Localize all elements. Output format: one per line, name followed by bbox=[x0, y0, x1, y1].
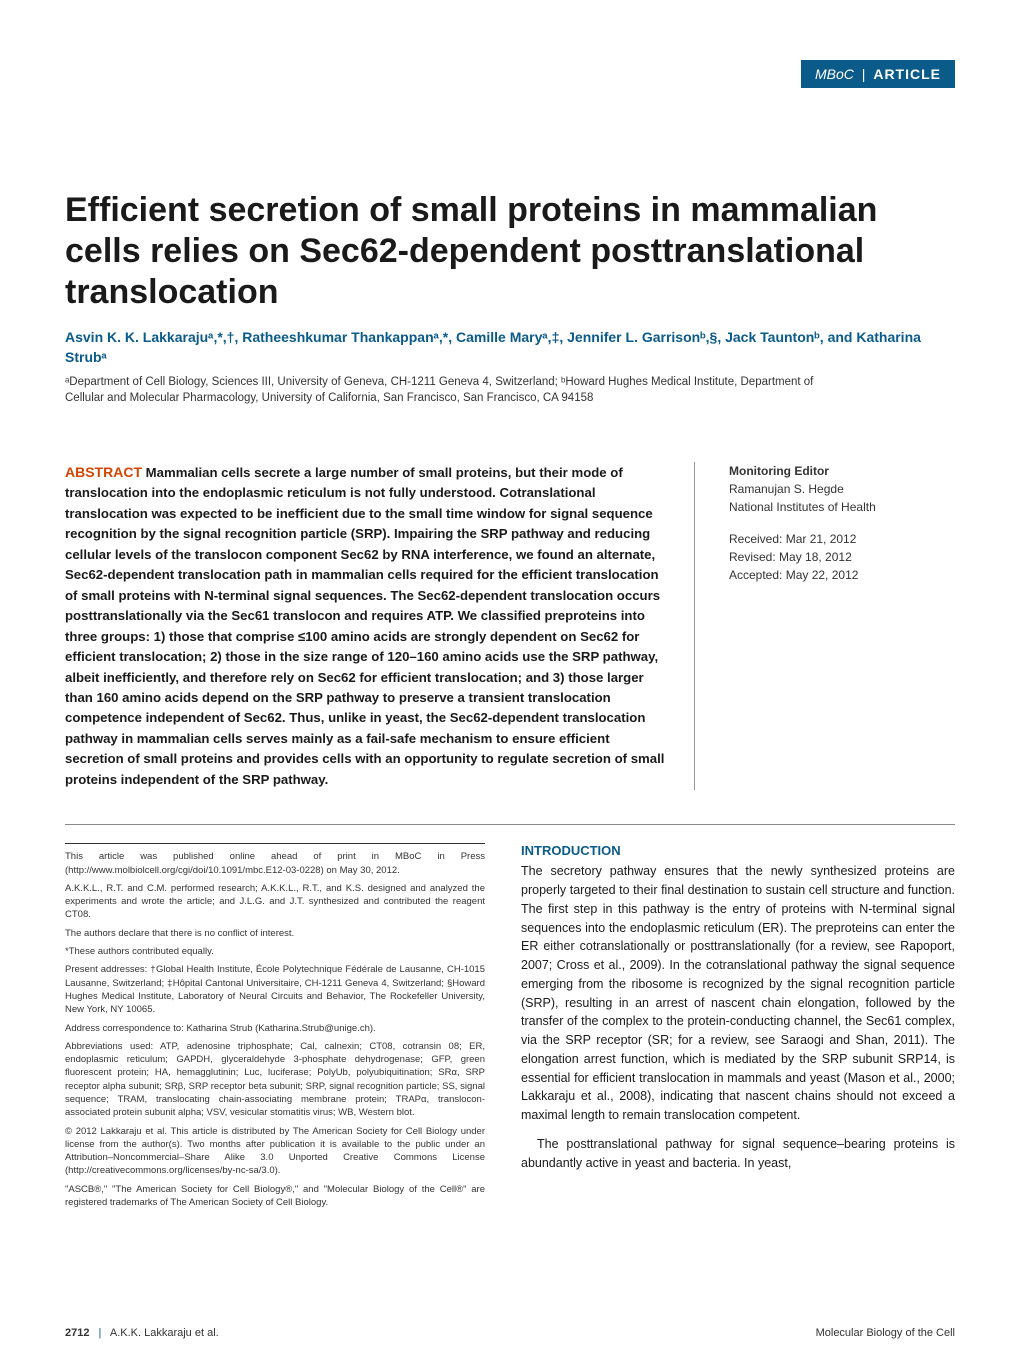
journal-header-bar: MBoC | ARTICLE bbox=[801, 60, 955, 88]
article-title: Efficient secretion of small proteins in… bbox=[65, 190, 955, 312]
author-list: Asvin K. K. Lakkarajuᵃ,*,†, Ratheeshkuma… bbox=[65, 328, 955, 367]
abstract-section: ABSTRACT Mammalian cells secrete a large… bbox=[65, 462, 955, 790]
footer-separator: | bbox=[99, 1327, 102, 1339]
date-revised: Revised: May 18, 2012 bbox=[729, 548, 955, 566]
section-rule bbox=[65, 824, 955, 825]
abstract-column: ABSTRACT Mammalian cells secrete a large… bbox=[65, 462, 695, 790]
footer-left: 2712 | A.K.K. Lakkaraju et al. bbox=[65, 1327, 219, 1339]
footnote-conflict: The authors declare that there is no con… bbox=[65, 927, 485, 940]
monitoring-editor-label: Monitoring Editor bbox=[729, 462, 955, 480]
footnote-addresses: Present addresses: †Global Health Instit… bbox=[65, 963, 485, 1016]
footer-right: Molecular Biology of the Cell bbox=[816, 1327, 955, 1339]
lower-columns: This article was published online ahead … bbox=[65, 843, 955, 1214]
intro-paragraph-1: The secretory pathway ensures that the n… bbox=[521, 862, 955, 1125]
footnote-abbreviations: Abbreviations used: ATP, adenosine triph… bbox=[65, 1040, 485, 1120]
date-received: Received: Mar 21, 2012 bbox=[729, 530, 955, 548]
introduction-heading: INTRODUCTION bbox=[521, 843, 955, 858]
article-page: MBoC | ARTICLE Efficient secretion of sm… bbox=[0, 0, 1020, 1244]
intro-paragraph-2: The posttranslational pathway for signal… bbox=[521, 1135, 955, 1173]
footnote-copyright: © 2012 Lakkaraju et al. This article is … bbox=[65, 1125, 485, 1178]
page-footer: 2712 | A.K.K. Lakkaraju et al. Molecular… bbox=[65, 1327, 955, 1339]
footnote-contributions: A.K.K.L., R.T. and C.M. performed resear… bbox=[65, 882, 485, 922]
page-number: 2712 bbox=[65, 1327, 89, 1339]
editor-affiliation: National Institutes of Health bbox=[729, 498, 955, 516]
author-affiliations: ᵃDepartment of Cell Biology, Sciences II… bbox=[65, 374, 845, 406]
abstract-label: ABSTRACT bbox=[65, 464, 142, 480]
introduction-column: INTRODUCTION The secretory pathway ensur… bbox=[521, 843, 955, 1214]
footnote-equal: *These authors contributed equally. bbox=[65, 945, 485, 958]
journal-name: MBoC bbox=[815, 66, 854, 82]
date-accepted: Accepted: May 22, 2012 bbox=[729, 566, 955, 584]
manuscript-dates: Received: Mar 21, 2012 Revised: May 18, … bbox=[729, 530, 955, 584]
editor-sidebar: Monitoring Editor Ramanujan S. Hegde Nat… bbox=[729, 462, 955, 790]
editor-name: Ramanujan S. Hegde bbox=[729, 480, 955, 498]
introduction-text: The secretory pathway ensures that the n… bbox=[521, 862, 955, 1172]
article-type-label: ARTICLE bbox=[873, 66, 941, 82]
footnote-publication: This article was published online ahead … bbox=[65, 850, 485, 877]
footnote-trademarks: "ASCB®," "The American Society for Cell … bbox=[65, 1183, 485, 1210]
footnote-correspondence: Address correspondence to: Katharina Str… bbox=[65, 1022, 485, 1035]
abstract-body: Mammalian cells secrete a large number o… bbox=[65, 465, 664, 787]
footnotes-column: This article was published online ahead … bbox=[65, 843, 485, 1214]
footer-author-short: A.K.K. Lakkaraju et al. bbox=[110, 1327, 219, 1339]
header-divider: | bbox=[862, 66, 866, 82]
